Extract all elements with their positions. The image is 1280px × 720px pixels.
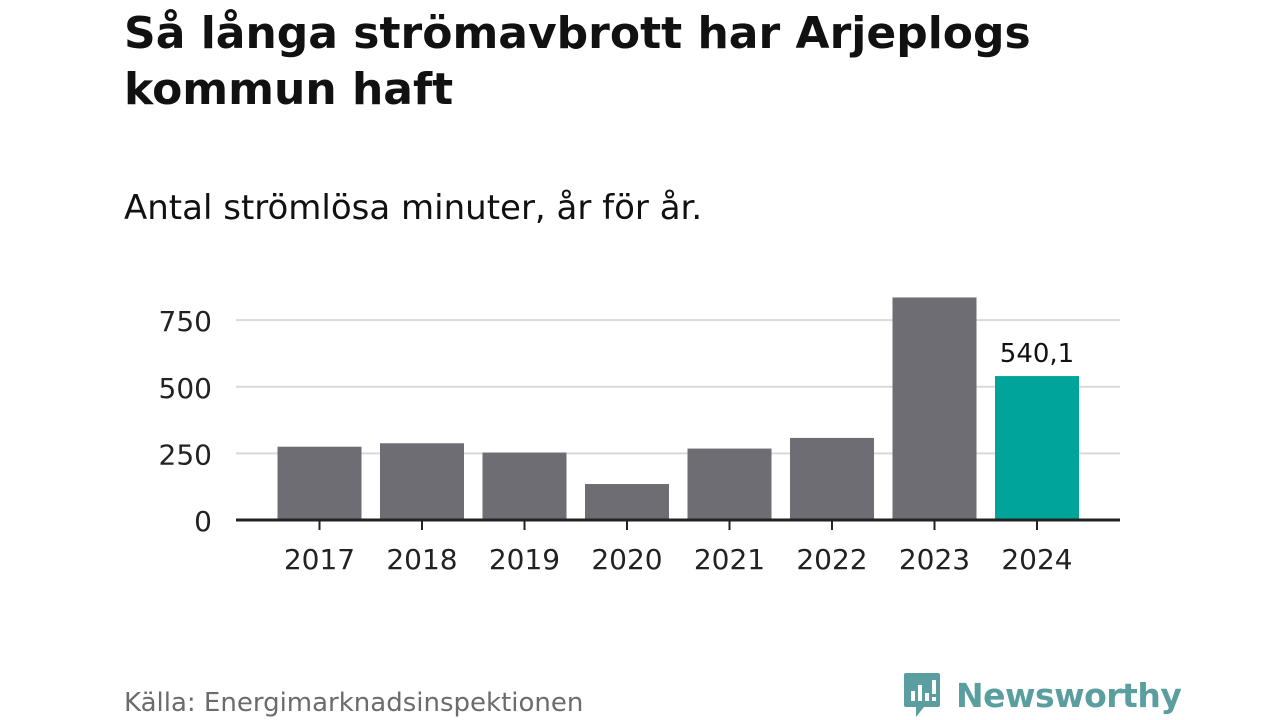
x-tick-label: 2019 — [489, 543, 560, 576]
y-tick-label: 0 — [194, 505, 212, 538]
bar-2017 — [277, 446, 362, 520]
bar-2021 — [687, 448, 772, 520]
x-tick-label: 2020 — [591, 543, 662, 576]
newsworthy-logo-icon — [904, 673, 940, 717]
bar-2024 — [995, 376, 1079, 520]
y-tick-label: 500 — [159, 372, 212, 405]
x-tick-label: 2023 — [899, 543, 970, 576]
x-tick-label: 2022 — [796, 543, 867, 576]
x-tick-label: 2021 — [694, 543, 765, 576]
chart-title: Så långa strömavbrott har Arjeplogs komm… — [124, 8, 1031, 115]
x-tick-label: 2024 — [1001, 543, 1072, 576]
bar-2018 — [380, 443, 464, 520]
y-tick-label: 250 — [159, 438, 212, 471]
bar-2023 — [892, 297, 977, 520]
bar-chart: 0 250 500 750 2017 2018 2019 2020 2021 2022 2023 20… — [159, 297, 1120, 576]
chart-subtitle: Antal strömlösa minuter, år för år. — [124, 188, 703, 228]
data-label: 540,1 — [1000, 339, 1074, 369]
bar-2022 — [790, 437, 874, 520]
source-note: Källa: Energimarknadsinspektionen — [124, 688, 584, 718]
bar-2019 — [482, 452, 567, 520]
x-tick-label: 2018 — [386, 543, 457, 576]
brand: Newsworthy — [902, 670, 1182, 720]
brand-name: Newsworthy — [956, 675, 1182, 715]
y-tick-label: 750 — [159, 305, 212, 338]
x-tick-label: 2017 — [284, 543, 355, 576]
bar-2020 — [585, 484, 669, 520]
